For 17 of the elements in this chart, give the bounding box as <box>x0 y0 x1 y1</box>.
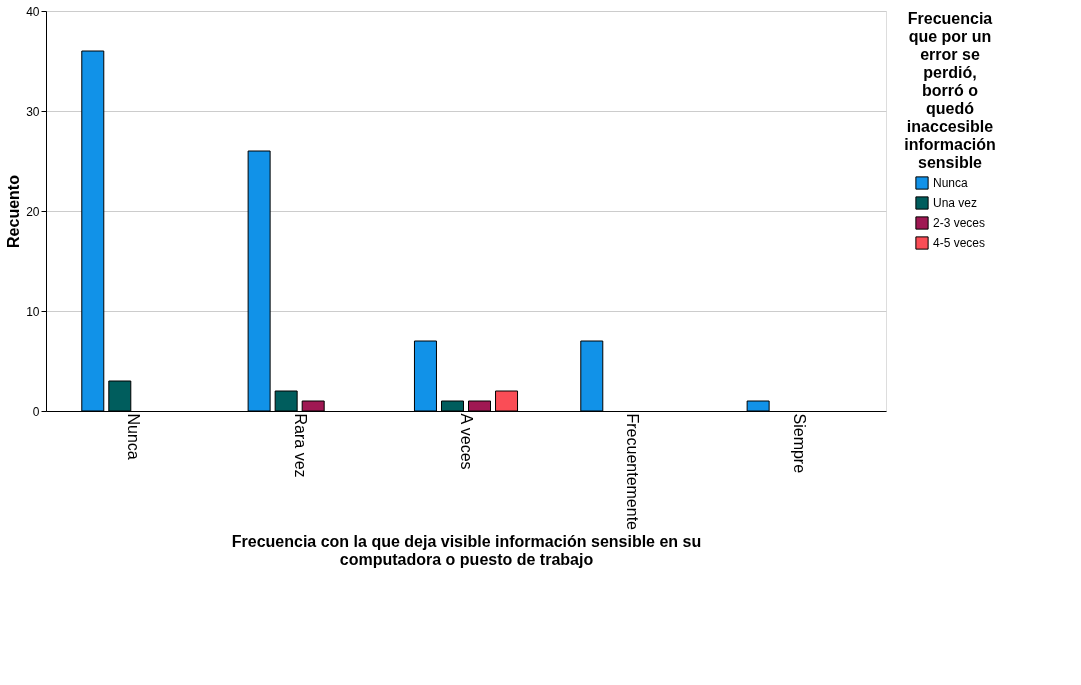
legend-label: 4-5 veces <box>933 236 986 250</box>
text: Frecuencia que por un error se perdió, borró o quedó inaccesible información sensible <box>904 10 996 171</box>
y-tick-label: 40 <box>26 4 40 19</box>
x-axis-title: Frecuencia con la que deja visible información sensible en su computadora o puesto de trabajo <box>231 533 702 569</box>
legend-label: Nunca <box>933 176 969 190</box>
x-tick-label: Nunca <box>125 413 143 460</box>
legend-label: Una vez <box>933 196 978 210</box>
y-axis-title: Recuento <box>5 174 23 248</box>
x-tick-label: Frecuentemente <box>624 413 642 531</box>
x-tick-label: Siempre <box>790 413 808 474</box>
y-tick-label: 0 <box>32 404 40 419</box>
y-tick-label: 20 <box>26 204 40 219</box>
y-tick-label: 10 <box>26 304 40 319</box>
legend-label: 2-3 veces <box>933 216 986 230</box>
x-tick-label: Rara vez <box>291 413 309 478</box>
y-tick-label: 30 <box>26 104 40 119</box>
x-tick-label: A veces <box>458 413 475 470</box>
